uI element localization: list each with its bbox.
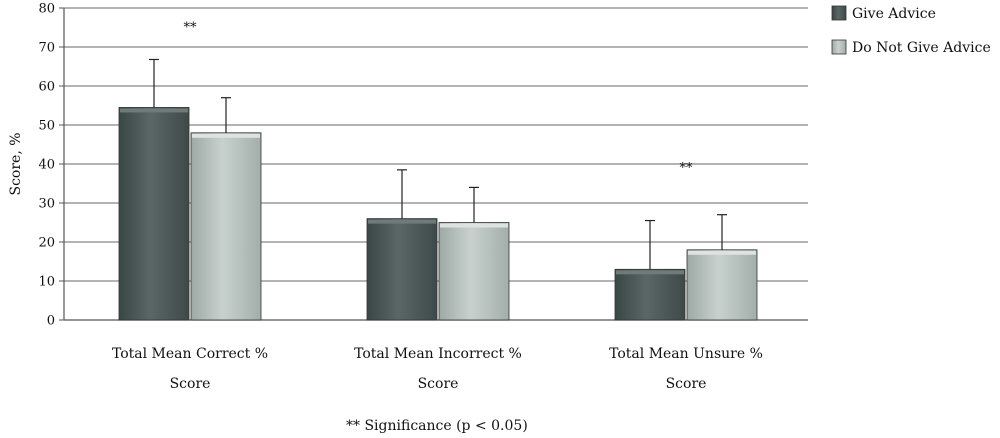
category-label: Score [170, 376, 211, 392]
bar-top-bevel [440, 223, 508, 228]
y-tick-label: 60 [38, 80, 55, 95]
category-label: Score [666, 376, 707, 392]
legend: Give Advice Do Not Give Advice [831, 5, 991, 56]
legend-swatch [831, 39, 847, 55]
bars [118, 58, 758, 321]
category-label: Total Mean Unsure % [609, 346, 763, 362]
legend-swatch [831, 5, 847, 21]
bar-top-bevel [616, 270, 684, 275]
legend-label: Give Advice [852, 6, 936, 22]
y-axis-label: Score, % [8, 132, 24, 195]
bar-top-bevel [368, 219, 436, 224]
bar [366, 218, 438, 321]
bar [438, 222, 510, 321]
category-label: Total Mean Correct % [112, 346, 268, 362]
y-tick-label: 20 [38, 236, 55, 251]
bar [686, 249, 758, 321]
significance-marker: ** [680, 161, 694, 176]
y-tick-label: 80 [38, 2, 55, 17]
category-label: Score [418, 376, 459, 392]
bar [190, 132, 262, 321]
bar-top-bevel [688, 250, 756, 255]
significance-marker: ** [184, 20, 198, 35]
bar [118, 107, 190, 321]
y-tick-label: 70 [38, 41, 55, 56]
category-label: Total Mean Incorrect % [354, 346, 522, 362]
labels: 0 10 20 30 40 50 60 70 80 Score, % Total Mean Corr… [8, 2, 763, 435]
y-tick-label: 30 [38, 197, 55, 212]
y-tick-label: 50 [38, 119, 55, 134]
y-tick-label: 0 [47, 314, 55, 329]
footnote: ** Significance (p < 0.05) [346, 418, 528, 434]
bar-top-bevel [192, 133, 260, 138]
bar [614, 268, 686, 321]
bar-top-bevel [120, 108, 188, 113]
y-tick-label: 40 [38, 158, 55, 173]
y-tick-label: 10 [38, 275, 55, 290]
legend-label: Do Not Give Advice [852, 40, 991, 56]
